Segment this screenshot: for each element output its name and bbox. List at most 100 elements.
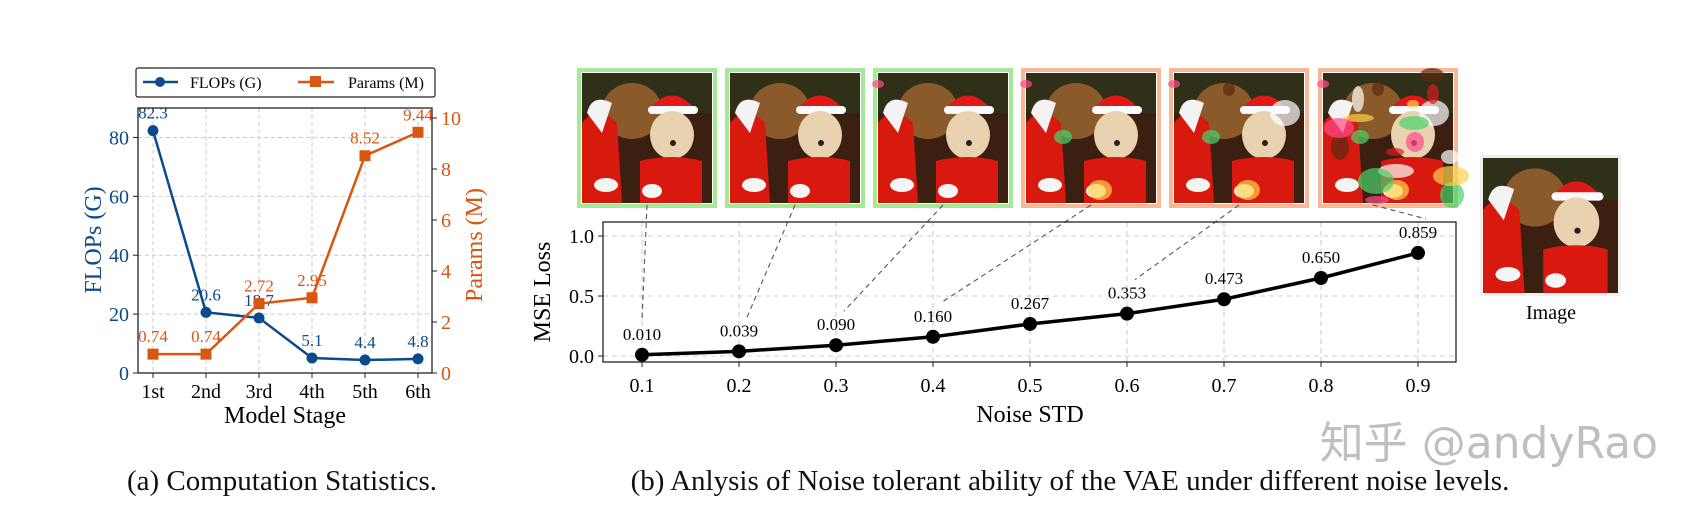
thumbnail-image [1317,68,1469,208]
noise-artifact [1020,80,1032,88]
noise-artifact [1427,84,1439,104]
right-x-axis-label: Noise STD [976,402,1083,428]
noise-artifact [1386,148,1404,156]
noise-artifact [1270,100,1300,126]
thumbnail-border [1021,68,1161,208]
hood-trim [1179,99,1204,133]
caption-a: (a) Computation Statistics. [127,465,437,497]
noise-artifact [1168,80,1180,88]
noise-artifact [1365,196,1389,204]
reference-image [1480,155,1621,296]
noise-artifact [1324,118,1354,138]
params-point [253,298,265,310]
white-dog-head [1553,197,1600,248]
right-y-tick-label: 8 [441,159,451,181]
mse-point [1120,306,1134,321]
data-label: 4.8 [407,332,428,351]
thumbnail-image [1168,73,1304,203]
noise-artifact [1174,162,1210,170]
hood-trim [1328,99,1353,133]
mse-point [1411,245,1425,260]
data-label: 0.090 [817,315,855,334]
dog-nose [1574,227,1581,234]
reconstruction-thumbnail [725,68,865,208]
thumbnail-border [1169,68,1309,208]
flops-point [306,352,318,364]
left-y-axis-label: FLOPs (G) [81,186,107,293]
x-tick-label: 4th [299,381,325,403]
hat-trim [1092,106,1142,114]
data-label: 0.650 [1302,248,1340,267]
noise-artifact [1358,168,1394,194]
x-tick-label: 0.4 [921,375,946,397]
noise-artifact [1440,182,1464,208]
watermark: 知乎 @andyRao [1320,418,1658,469]
noise-artifact [1054,130,1072,144]
noise-artifact [1399,116,1429,130]
white-dog-head [1242,111,1286,159]
x-tick-label: 0.5 [1018,375,1043,397]
x-tick-label: 3rd [246,381,273,403]
noise-artifact [1420,68,1444,82]
data-label: 0.353 [1108,284,1146,303]
white-dog-head [946,111,990,159]
hood-trim [1488,185,1515,221]
x-tick-label: 6th [405,381,431,403]
connector-line [843,204,944,312]
thumbnail-image [872,73,1008,203]
data-label: 0.74 [138,327,168,346]
mse-point [1314,271,1328,285]
noise-artifact [1236,180,1260,200]
flops-point [359,354,371,366]
hood-trim [735,99,760,133]
paw-trim [1545,273,1567,288]
santa-hat [1553,181,1600,195]
right-y-tick-label: 2 [441,312,451,334]
santa-hat [798,95,842,108]
hood-trim [883,99,908,133]
dog-nose [818,140,824,146]
params-point [359,150,371,162]
reconstruction-thumbnail [1020,68,1161,208]
white-dog-head [1094,111,1138,159]
noise-tolerance-chart: 0.010 0.039 0.090 0.160 0.267 0.353 0.473 0.650… [530,68,1621,497]
paw-trim [1186,178,1210,192]
data-label: 2.72 [244,277,274,296]
noise-artifact [1088,180,1112,200]
left-y-tick-label: 40 [109,245,129,267]
computation-statistics-chart: 82.320.618.75.14.44.80.740.742.722.958.5… [81,67,488,497]
params-point [412,126,424,138]
reference-image-label: Image [1526,302,1576,324]
noise-artifact [1406,132,1424,152]
hat-trim [944,106,994,114]
series-line-flops [151,130,419,362]
mse-point [1217,292,1231,307]
right-y-tick-label: 4 [441,261,451,283]
x-tick-label: 0.7 [1212,375,1237,397]
noise-artifact [1433,166,1469,186]
x-tick-label: 0.6 [1115,375,1140,397]
connector-line [1134,204,1240,281]
paw-trim [594,178,618,192]
paw-trim [1495,267,1521,282]
x-tick-label: 0.2 [727,375,752,397]
x-tick-label: 0.1 [630,375,655,397]
santa-hat [946,95,990,108]
noise-artifact [1323,162,1359,170]
y-tick-label: 0.0 [569,346,594,368]
data-label: 2.95 [297,271,327,290]
noise-artifact [1331,134,1349,160]
right-y-tick-label: 6 [441,210,451,232]
noise-artifact [1202,130,1220,144]
legend-params-marker [310,76,321,87]
right-y-axis-label: Params (M) [462,188,488,302]
right-y-tick-label: 0 [441,363,451,385]
left-y-tick-label: 60 [109,186,129,208]
x-tick-label: 5th [352,381,378,403]
params-point [147,348,159,360]
params-point [306,292,318,304]
mse-point [635,347,649,362]
data-label: 0.74 [191,327,221,346]
y-tick-label: 0.5 [569,286,594,308]
